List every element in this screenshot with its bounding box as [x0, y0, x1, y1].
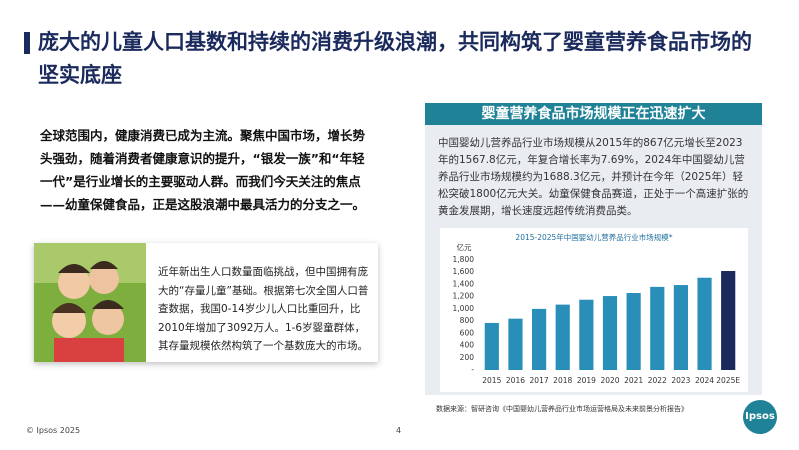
y-tick-label: 600 — [460, 328, 475, 337]
bar — [579, 299, 594, 370]
y-tick-label: 1,000 — [453, 304, 475, 313]
x-tick-label: 2025E — [716, 376, 740, 385]
source: 数据来源：智研咨询《中国婴幼儿营养品行业市场运营格局及未来前景分析报告》 — [436, 405, 688, 413]
chart-title: 2015-2025年中国婴幼儿营养品行业市场规模* — [515, 232, 672, 242]
y-tick-label: 400 — [460, 341, 475, 350]
x-tick-label: 2020 — [600, 376, 619, 385]
bar — [626, 293, 641, 370]
x-tick-label: 2024 — [695, 376, 714, 385]
bar — [673, 285, 688, 370]
x-tick-label: 2015 — [482, 376, 501, 385]
y-tick-label: - — [471, 365, 474, 374]
panel-title: 婴童营养食品市场规模正在迅速扩大 — [425, 103, 762, 125]
y-axis-label: 亿元 — [457, 242, 472, 252]
y-tick-label: 200 — [460, 353, 475, 362]
x-tick-label: 2017 — [530, 376, 549, 385]
page-number: 4 — [396, 426, 402, 435]
logo: Ipsos — [743, 400, 777, 434]
x-tick-label: 2021 — [624, 376, 643, 385]
bar — [532, 308, 547, 370]
x-tick-label: 2022 — [648, 376, 667, 385]
slide-title: 庞大的儿童人口基数和持续的消费升级浪潮，共同构筑了婴童营养食品市场的坚实底座 — [38, 30, 752, 87]
y-tick-label: 800 — [460, 316, 475, 325]
bar — [555, 304, 570, 370]
panel: 中国婴幼儿营养品行业市场规模从2015年的867亿元增长至2023年的1567.… — [425, 125, 762, 395]
bar — [697, 277, 712, 370]
bar — [721, 271, 736, 370]
bar — [508, 318, 523, 370]
y-tick-label: 1,200 — [453, 292, 475, 301]
card-text: 近年新出生人口数量面临挑战，但中国拥有庞大的“存量儿童”基础。根据第七次全国人口… — [158, 266, 369, 352]
x-tick-label: 2019 — [577, 376, 596, 385]
panel-text: 中国婴幼儿营养品行业市场规模从2015年的867亿元增长至2023年的1567.… — [438, 137, 749, 217]
x-tick-label: 2023 — [671, 376, 690, 385]
x-tick-label: 2016 — [506, 376, 525, 385]
x-tick-label: 2018 — [553, 376, 572, 385]
y-tick-label: 1,400 — [453, 279, 475, 288]
photo — [34, 243, 146, 362]
card: 近年新出生人口数量面临挑战，但中国拥有庞大的“存量儿童”基础。根据第七次全国人口… — [34, 243, 378, 362]
intro-text: 全球范围内，健康消费已成为主流。聚焦中国市场，增长势头强劲，随着消费者健康意识的… — [40, 128, 366, 212]
bar — [484, 322, 499, 370]
y-tick-label: 1,800 — [453, 255, 475, 264]
y-tick-label: 1,600 — [453, 267, 475, 276]
bar — [650, 286, 665, 370]
copyright: © Ipsos 2025 — [26, 426, 81, 435]
chart: 2015-2025年中国婴幼儿营养品行业市场规模* 亿元 - 200 400 600 8… — [440, 228, 748, 392]
bar — [602, 296, 618, 370]
title-marker — [24, 32, 30, 54]
